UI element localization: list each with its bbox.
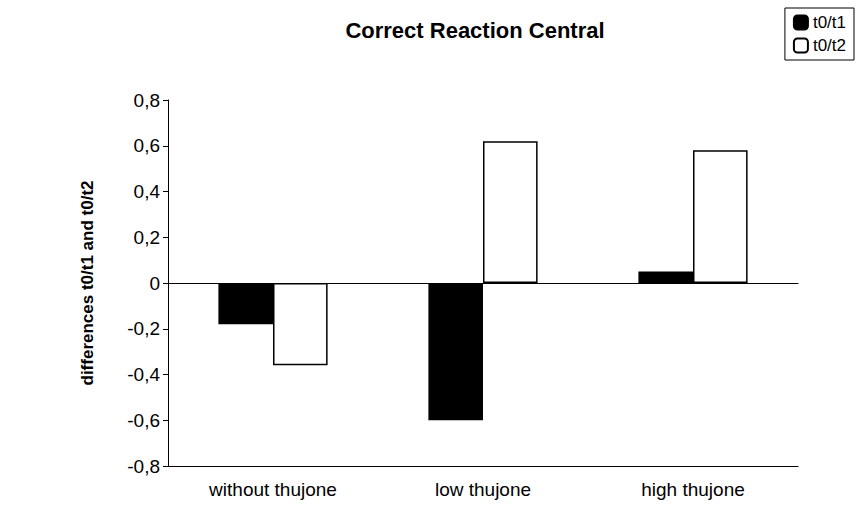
svg-text:0: 0 <box>149 273 160 294</box>
svg-text:0,6: 0,6 <box>134 135 160 156</box>
svg-text:low thujone: low thujone <box>435 479 531 500</box>
svg-text:-0,8: -0,8 <box>127 456 160 477</box>
svg-text:0,8: 0,8 <box>134 90 160 111</box>
svg-text:differences t0/t1 and t0/t2: differences t0/t1 and t0/t2 <box>78 180 97 385</box>
svg-text:t0/t2: t0/t2 <box>813 36 846 55</box>
svg-text:-0,6: -0,6 <box>127 410 160 431</box>
svg-text:without thujone: without thujone <box>208 479 337 500</box>
svg-text:Correct Reaction Central: Correct Reaction Central <box>345 18 604 43</box>
svg-text:0,4: 0,4 <box>134 181 161 202</box>
svg-text:high thujone: high thujone <box>641 479 745 500</box>
svg-text:t0/t1: t0/t1 <box>813 13 846 32</box>
svg-text:0,2: 0,2 <box>134 227 160 248</box>
svg-text:-0,2: -0,2 <box>127 318 160 339</box>
svg-text:-0,4: -0,4 <box>127 364 160 385</box>
